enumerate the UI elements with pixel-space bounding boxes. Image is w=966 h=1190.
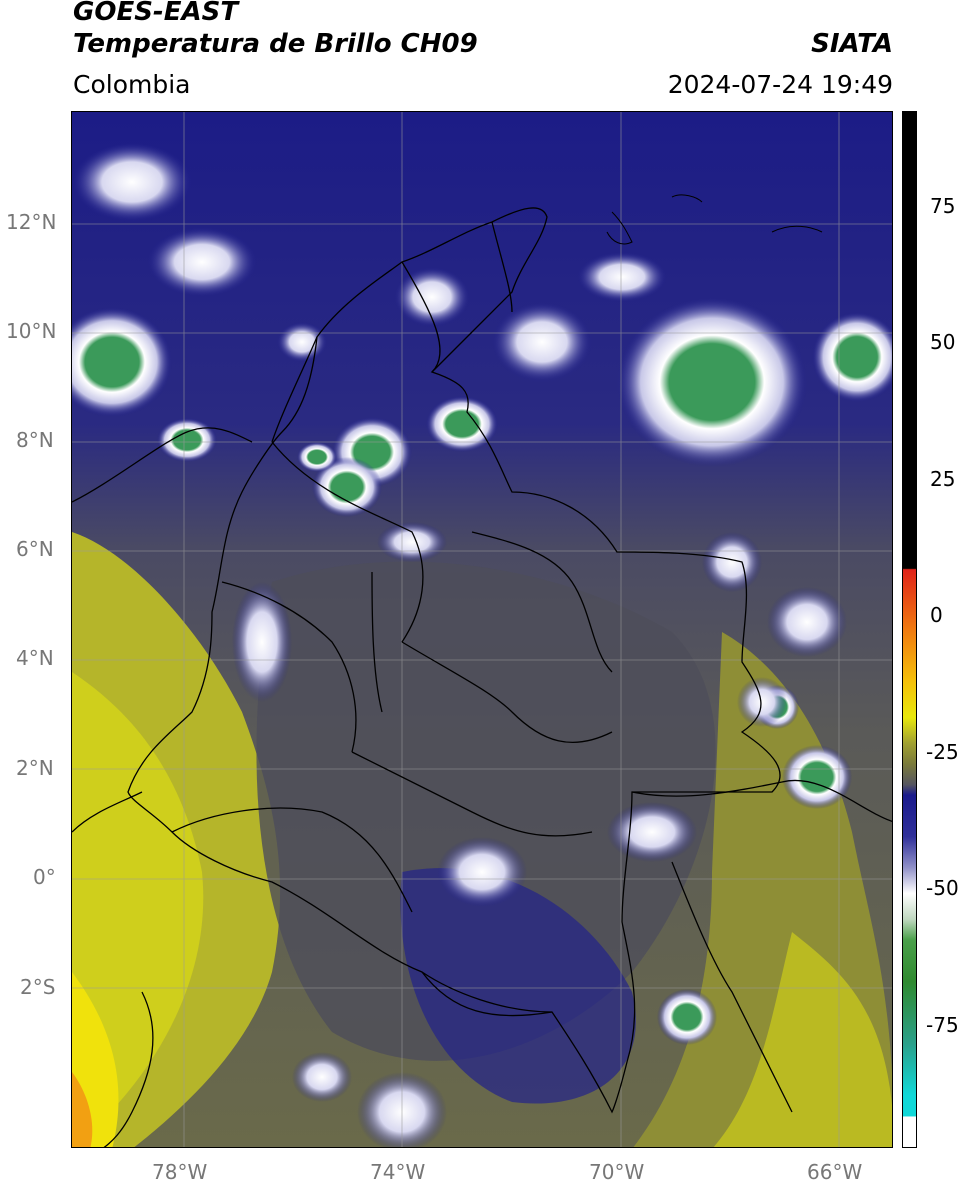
colorbar-tick-75: 75 bbox=[930, 194, 956, 218]
colorbar bbox=[902, 111, 917, 1148]
lat-tick-8N: 8°N bbox=[16, 428, 54, 452]
lat-tick-2S: 2°S bbox=[20, 975, 56, 999]
lat-tick-4N: 4°N bbox=[16, 646, 54, 670]
colorbar-tick-0: 0 bbox=[930, 603, 943, 627]
lat-tick-12N: 12°N bbox=[6, 210, 57, 234]
satellite-title: GOES-EAST bbox=[73, 0, 239, 27]
lon-tick-78W: 78°W bbox=[152, 1160, 208, 1184]
lat-tick-2N: 2°N bbox=[16, 756, 54, 780]
satellite-map bbox=[71, 111, 893, 1148]
colorbar-tick-minus75: -75 bbox=[926, 1013, 959, 1037]
datetime-label: 2024-07-24 19:49 bbox=[667, 70, 893, 99]
region-label: Colombia bbox=[73, 70, 191, 99]
lon-tick-70W: 70°W bbox=[589, 1160, 645, 1184]
brightness-temperature-image bbox=[72, 112, 892, 1147]
product-title: Temperatura de Brillo CH09 bbox=[73, 29, 478, 59]
colorbar-tick-minus25: -25 bbox=[926, 740, 959, 764]
colorbar-tick-50: 50 bbox=[930, 330, 956, 354]
lat-tick-10N: 10°N bbox=[6, 319, 57, 343]
lon-tick-66W: 66°W bbox=[807, 1160, 863, 1184]
brand-label: SIATA bbox=[811, 29, 893, 59]
lat-tick-6N: 6°N bbox=[16, 537, 54, 561]
lon-tick-74W: 74°W bbox=[370, 1160, 426, 1184]
lat-tick-0: 0° bbox=[33, 865, 56, 889]
colorbar-scale bbox=[903, 112, 916, 1147]
colorbar-tick-25: 25 bbox=[930, 467, 956, 491]
colorbar-tick-minus50: -50 bbox=[926, 876, 959, 900]
